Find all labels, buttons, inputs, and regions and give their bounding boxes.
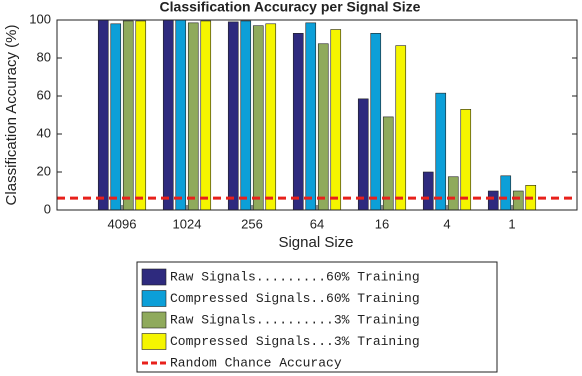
x-tick-label: 1024 xyxy=(173,216,202,231)
x-tick-label: 1 xyxy=(508,216,515,231)
y-tick-label: 40 xyxy=(37,125,51,140)
legend-label: Raw Signals..........3% Training xyxy=(170,312,420,327)
bar xyxy=(370,32,382,211)
bar xyxy=(487,190,499,211)
x-tick-label: 4 xyxy=(443,216,450,231)
legend-swatch xyxy=(141,311,167,329)
bar xyxy=(422,171,434,211)
y-tick-label: 80 xyxy=(37,49,51,64)
bar xyxy=(200,20,212,211)
y-tick-label: 100 xyxy=(29,11,51,26)
bar xyxy=(447,176,459,211)
bar xyxy=(187,22,199,211)
x-tick-label: 256 xyxy=(241,216,263,231)
x-tick-label: 64 xyxy=(310,216,324,231)
axes-box xyxy=(56,19,578,211)
chart-title: Classification Accuracy per Signal Size xyxy=(160,0,421,15)
x-tick-label: 16 xyxy=(375,216,389,231)
bar xyxy=(227,21,239,211)
y-tick-label: 0 xyxy=(44,201,51,216)
bar xyxy=(292,32,304,211)
bar xyxy=(265,23,277,211)
bar xyxy=(175,19,187,211)
legend-swatch xyxy=(141,268,167,286)
bar xyxy=(240,20,252,211)
legend-label: Compressed Signals..60% Training xyxy=(170,291,420,306)
bar xyxy=(395,45,407,211)
y-tick-label: 20 xyxy=(37,163,51,178)
bar xyxy=(305,22,317,211)
bar xyxy=(330,29,342,211)
legend-box xyxy=(136,261,498,373)
bar xyxy=(435,92,447,211)
bar xyxy=(500,175,512,211)
bar xyxy=(357,98,369,211)
y-tick-label: 60 xyxy=(37,87,51,102)
bar xyxy=(162,19,174,211)
x-axis-label: Signal Size xyxy=(278,234,353,251)
x-tick-label: 4096 xyxy=(108,216,137,231)
bar xyxy=(460,109,472,211)
bar xyxy=(317,43,329,211)
bar xyxy=(252,25,264,211)
y-axis-label: Classification Accuracy (%) xyxy=(3,25,20,206)
legend-label: Random Chance Accuracy xyxy=(170,355,342,370)
legend-label: Compressed Signals...3% Training xyxy=(170,334,420,349)
bar xyxy=(110,23,122,211)
bar xyxy=(512,190,524,211)
bar xyxy=(97,19,109,211)
bar xyxy=(382,116,394,211)
bar xyxy=(135,20,147,211)
legend-swatch xyxy=(141,333,167,350)
bar xyxy=(122,20,134,211)
legend-label: Raw Signals.........60% Training xyxy=(170,269,420,284)
legend-swatch xyxy=(141,290,167,307)
